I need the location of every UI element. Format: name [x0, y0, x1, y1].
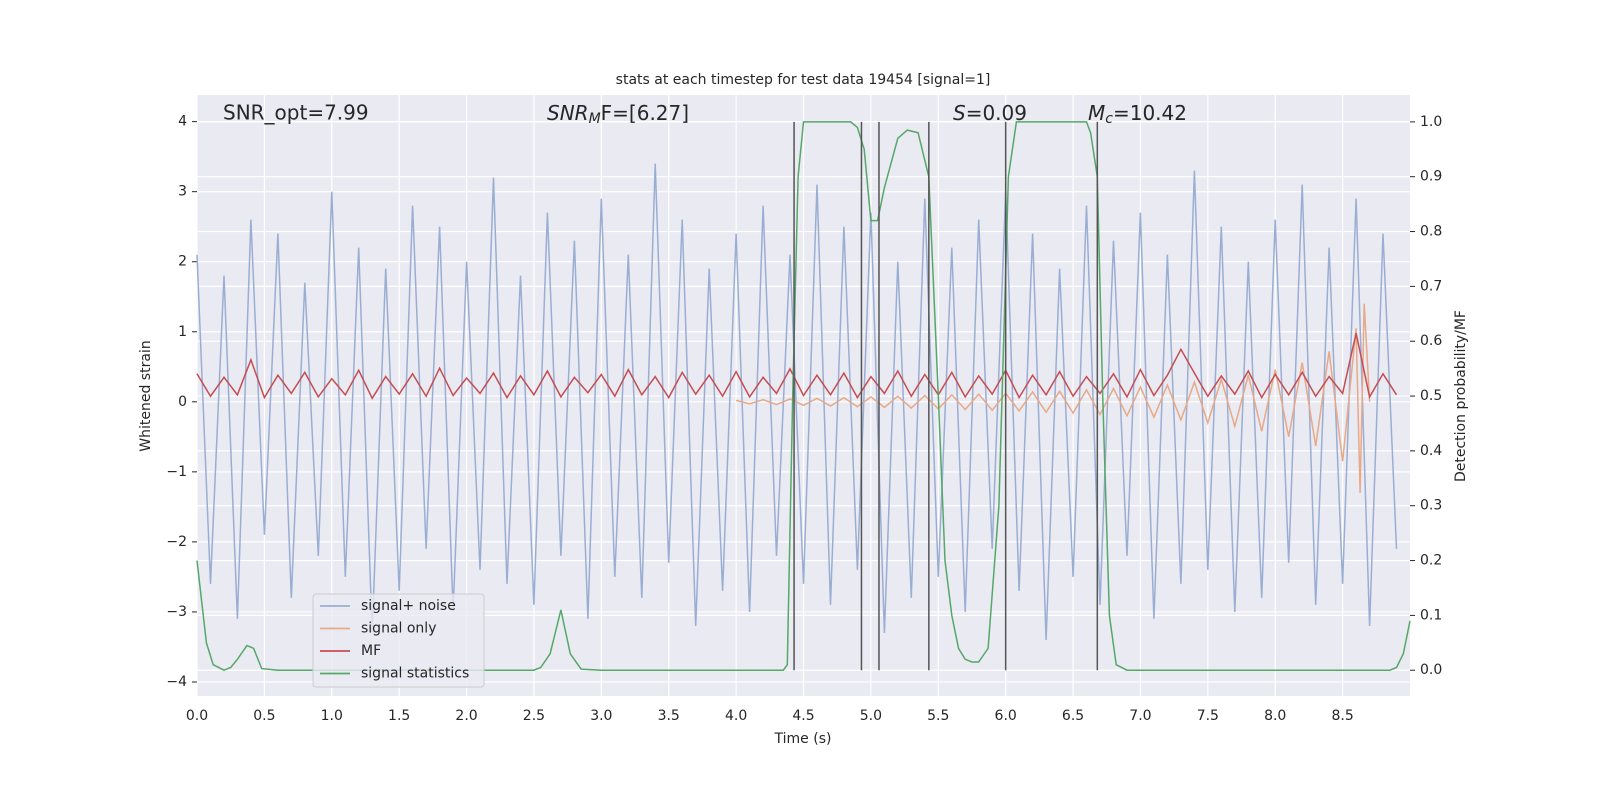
annotation: Mc=10.42	[1088, 101, 1187, 128]
y-tick-label: −2	[166, 534, 187, 550]
x-tick-label: 0.5	[253, 708, 275, 724]
x-tick-label: 7.0	[1129, 708, 1151, 724]
y-tick-label: −4	[166, 674, 187, 690]
y2-tick-label: 0.0	[1420, 662, 1442, 678]
y-tick-label: 0	[178, 394, 187, 410]
x-tick-label: 3.0	[590, 708, 612, 724]
y-tick-label: −3	[166, 604, 187, 620]
chart-title: stats at each timestep for test data 194…	[616, 72, 991, 88]
x-tick-label: 8.5	[1331, 708, 1353, 724]
legend-label: MF	[361, 643, 381, 659]
y-tick-label: 2	[178, 254, 187, 270]
x-tick-label: 7.5	[1197, 708, 1219, 724]
x-tick-label: 1.0	[321, 708, 343, 724]
x-tick-label: 8.0	[1264, 708, 1286, 724]
x-tick-label: 5.0	[860, 708, 882, 724]
y2-axis-label: Detection probability/MF	[1453, 310, 1469, 482]
y2-tick-label: 0.5	[1420, 388, 1442, 404]
x-tick-label: 3.5	[658, 708, 680, 724]
y2-tick-label: 0.8	[1420, 224, 1442, 240]
y2-tick-label: 1.0	[1420, 114, 1442, 130]
annotation: SNRMF=[6.27]	[547, 101, 689, 128]
annotation-tail: =0.09	[966, 101, 1027, 125]
y-tick-label: −1	[166, 464, 187, 480]
y-tick-label: 4	[178, 114, 187, 130]
y2-tick-label: 0.3	[1420, 498, 1442, 514]
y-tick-label: 1	[178, 324, 187, 340]
series-line	[196, 333, 1398, 400]
x-tick-label: 2.5	[523, 708, 545, 724]
x-tick-label: 0.0	[186, 708, 208, 724]
annotation-base: M	[1088, 101, 1105, 125]
annotation-base: S	[953, 101, 966, 125]
x-tick-label: 4.5	[792, 708, 814, 724]
annotation-base: SNR	[547, 101, 589, 125]
x-tick-label: 5.5	[927, 708, 949, 724]
x-tick-label: 4.0	[725, 708, 747, 724]
series-line	[196, 163, 1398, 641]
y2-tick-label: 0.7	[1420, 278, 1442, 294]
x-tick-label: 6.5	[1062, 708, 1084, 724]
annotation-sub: c	[1105, 111, 1113, 127]
legend-label: signal statistics	[361, 666, 469, 682]
y2-tick-label: 0.4	[1420, 443, 1442, 459]
x-axis-label: Time (s)	[774, 731, 832, 747]
annotation-tail: =10.42	[1113, 101, 1187, 125]
y-tick-label: 3	[178, 184, 187, 200]
annotation-tail: F=[6.27]	[601, 101, 689, 125]
y-axis-label: Whitened strain	[138, 340, 154, 451]
annotation-sub: M	[589, 111, 601, 127]
y2-tick-label: 0.6	[1420, 333, 1442, 349]
legend-box	[312, 593, 485, 688]
x-tick-label: 6.0	[995, 708, 1017, 724]
annotation: S=0.09	[953, 101, 1027, 125]
series-line	[735, 303, 1371, 493]
series-line	[196, 121, 1411, 672]
y2-tick-label: 0.9	[1420, 169, 1442, 185]
annotation: SNR_opt=7.99	[223, 101, 369, 125]
legend-label: signal only	[361, 621, 436, 637]
y2-tick-label: 0.2	[1420, 553, 1442, 569]
legend-label: signal+ noise	[361, 598, 456, 614]
y2-tick-label: 0.1	[1420, 607, 1442, 623]
x-tick-label: 2.0	[455, 708, 477, 724]
x-tick-label: 1.5	[388, 708, 410, 724]
